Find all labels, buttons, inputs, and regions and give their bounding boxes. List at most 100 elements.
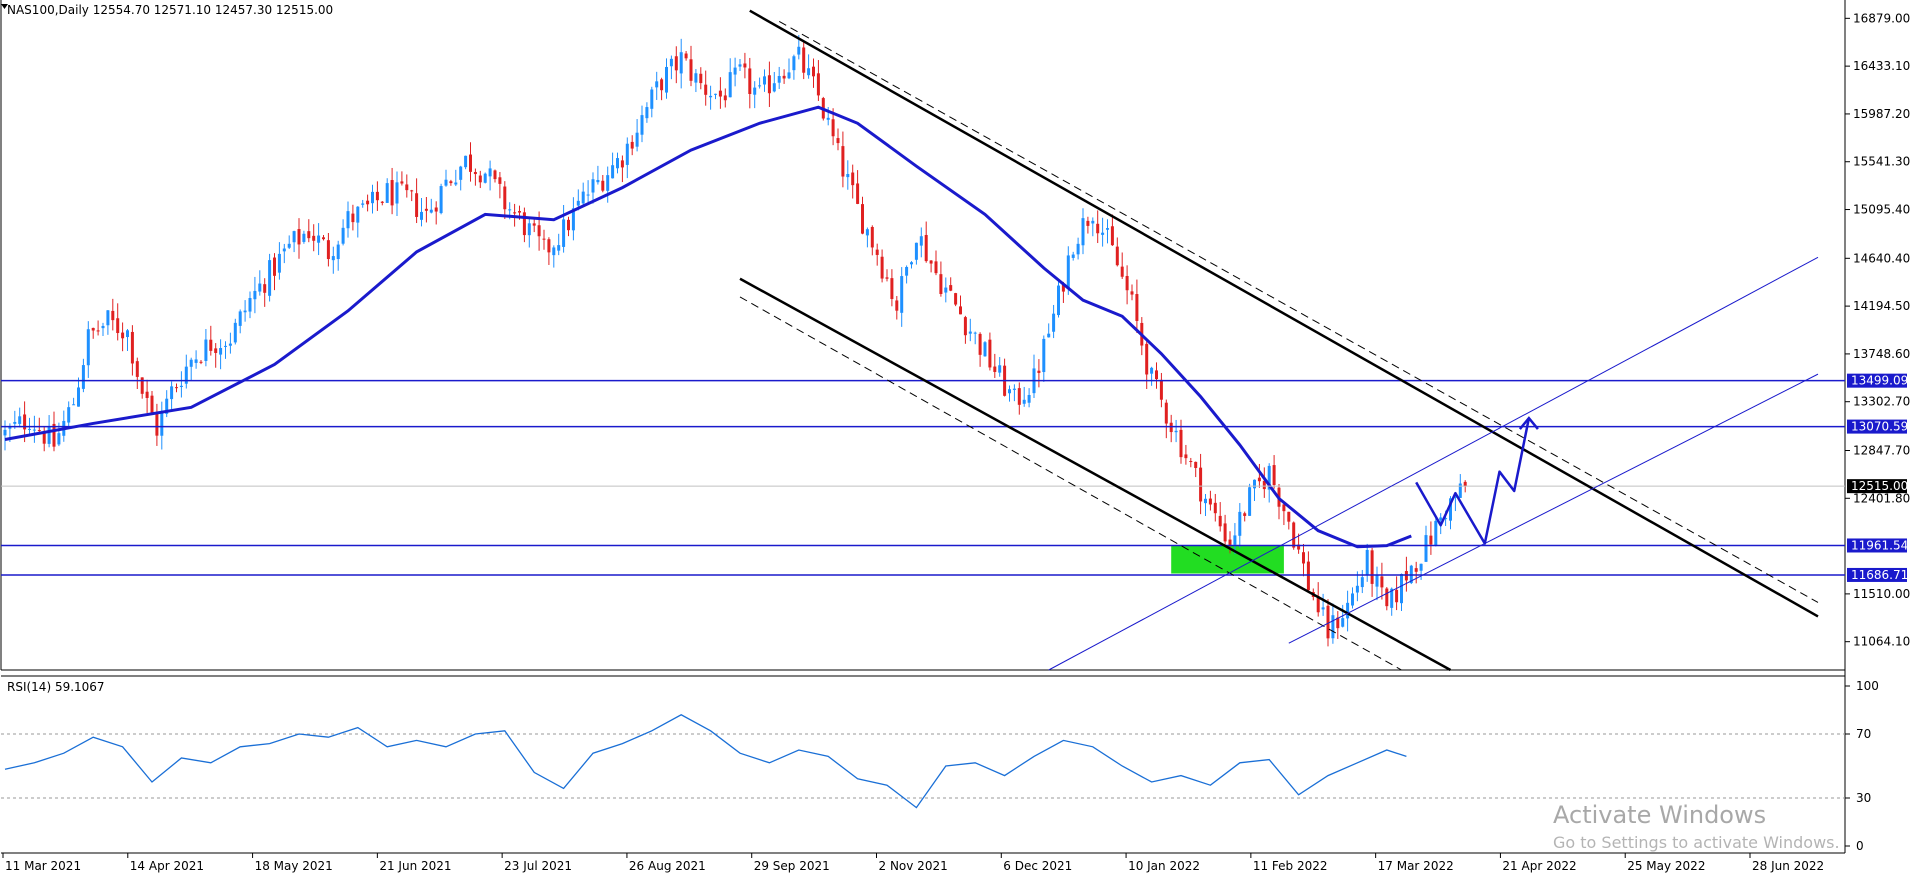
candle-body <box>434 207 438 212</box>
candle-body <box>885 277 889 279</box>
candle-body <box>513 212 517 214</box>
candle-body <box>1091 220 1095 224</box>
candle-body <box>1066 255 1070 289</box>
candle-body <box>454 182 458 185</box>
candle-body <box>258 283 262 292</box>
candle-body <box>1159 379 1163 400</box>
candle-body <box>508 209 512 211</box>
candle-body <box>567 219 570 231</box>
candle-body <box>282 248 286 252</box>
candle-body <box>1047 333 1051 338</box>
candle-body <box>1395 589 1399 603</box>
candle-body <box>1052 313 1056 332</box>
candle-body <box>826 117 830 120</box>
watermark-subtitle: Go to Settings to activate Windows. <box>1553 833 1840 852</box>
time-axis-label: 21 Jun 2021 <box>379 859 451 873</box>
time-axis-label: 14 Apr 2021 <box>130 859 204 873</box>
candle-body <box>748 68 752 95</box>
candle-body <box>542 238 546 240</box>
candle-body <box>1076 243 1080 255</box>
candle-body <box>714 93 717 95</box>
candle-body <box>1346 602 1350 619</box>
candle-body <box>224 345 227 347</box>
candle-body <box>963 317 967 336</box>
candle-body <box>1449 498 1452 521</box>
candle-body <box>366 200 370 205</box>
candle-body <box>1414 568 1418 572</box>
candle-body <box>733 67 737 75</box>
candle-body <box>179 385 183 387</box>
candle-body <box>660 79 664 91</box>
candle-body <box>630 141 634 149</box>
candle-body <box>346 211 350 229</box>
candle-body <box>439 186 443 214</box>
level-price-label: 11961.54 <box>1851 538 1908 552</box>
candle-body <box>1204 498 1207 504</box>
candle-body <box>949 285 953 291</box>
candle-body <box>522 212 526 236</box>
candle-body <box>420 211 423 220</box>
candle-body <box>390 180 394 206</box>
candle-body <box>130 331 134 364</box>
current-price-label: 12515.00 <box>1851 479 1908 493</box>
candle-body <box>1336 617 1340 629</box>
candle-body <box>96 330 100 332</box>
candle-body <box>72 404 76 406</box>
descending-channel-line <box>749 9 1819 618</box>
level-price-label: 11686.71 <box>1851 568 1908 582</box>
candle-body <box>395 182 399 204</box>
candle-body <box>135 361 139 377</box>
candle-body <box>1184 454 1188 459</box>
candle-body <box>861 204 864 234</box>
candle-body <box>1155 370 1158 380</box>
moving-average-line <box>4 105 1412 549</box>
current-price-tag <box>1847 479 1907 494</box>
collapse-triangle-icon[interactable] <box>1 4 8 9</box>
candle-body <box>1135 294 1139 321</box>
candle-body <box>616 158 619 169</box>
candle-body <box>704 84 708 95</box>
time-axis-label: 18 May 2021 <box>255 859 333 873</box>
chart-header-label: NAS100,Daily 12554.70 12571.10 12457.30 … <box>7 3 333 17</box>
candle-body <box>807 68 811 76</box>
candle-body <box>23 414 27 430</box>
candle-body <box>767 75 771 94</box>
candle-body <box>424 208 428 211</box>
candle-body <box>1120 266 1124 277</box>
candle-body <box>645 107 649 119</box>
candle-body <box>640 115 644 135</box>
candle-body <box>978 333 982 355</box>
candle-body <box>1306 561 1310 591</box>
candle-body <box>841 146 845 177</box>
candle-body <box>371 191 374 204</box>
candle-body <box>1174 430 1178 433</box>
candle-body <box>1110 226 1114 246</box>
rsi-panel-background <box>0 676 1845 853</box>
candle-body <box>1169 422 1173 433</box>
price-axis-label: 13302.70 <box>1853 395 1910 409</box>
descending-channel-line <box>739 296 1402 671</box>
candle-body <box>1419 563 1423 571</box>
descending-channel-line <box>778 21 1819 603</box>
candle-body <box>1355 585 1359 593</box>
candle-body <box>929 260 933 264</box>
candle-body <box>973 332 977 334</box>
candle-body <box>121 332 125 339</box>
candle-body <box>557 245 561 251</box>
candle-body <box>503 186 507 210</box>
candle-body <box>552 247 556 256</box>
candle-body <box>165 398 169 414</box>
candle-body <box>1365 549 1369 576</box>
price-axis-label: 14640.40 <box>1853 251 1910 265</box>
ascending-channel-line <box>1048 256 1819 671</box>
candle-body <box>1424 535 1428 562</box>
candle-body <box>268 260 272 296</box>
candle-body <box>52 423 56 447</box>
candle-body <box>743 63 747 68</box>
candle-body <box>405 184 409 191</box>
candle-body <box>1370 550 1374 584</box>
candle-body <box>1267 465 1271 490</box>
candle-body <box>81 365 85 389</box>
